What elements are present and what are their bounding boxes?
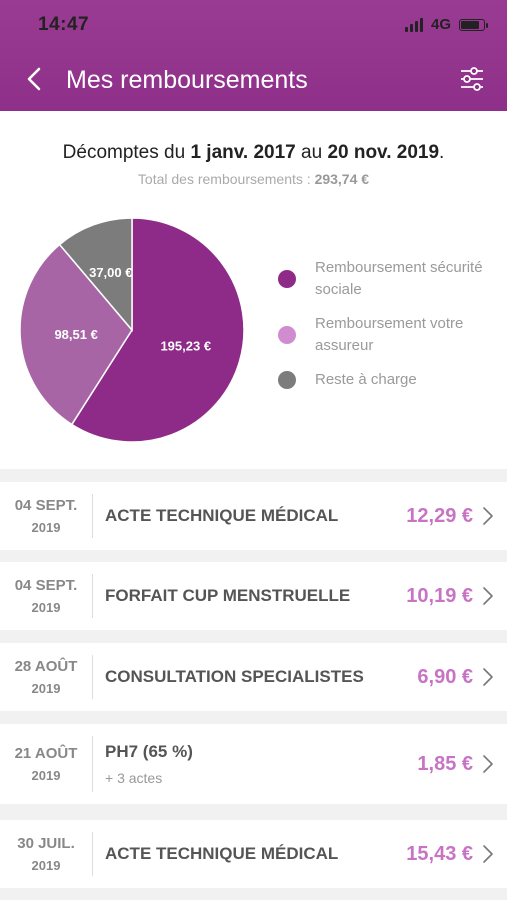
row-divider: [92, 494, 93, 538]
row-date: 04 SEPT. 2019: [0, 562, 92, 630]
filter-settings-icon[interactable]: [459, 66, 485, 92]
page-title: Mes remboursements: [66, 66, 308, 94]
row-date-year: 2019: [31, 600, 61, 615]
row-date-year: 2019: [31, 858, 61, 873]
row-amount: 15,43 €: [406, 842, 473, 865]
legend-dot-icon: [278, 270, 296, 288]
table-row[interactable]: 28 AOÛT 2019 CONSULTATION SPECIALISTES 6,90…: [0, 643, 507, 711]
row-title: ACTE TECHNIQUE MÉDICAL: [105, 844, 339, 863]
table-row[interactable]: 30 JUIL. 2019 ACTE TECHNIQUE MÉDICAL 15,43 …: [0, 820, 507, 888]
row-amount: 1,85 €: [417, 752, 473, 775]
row-date-day: 21 AOÛT: [14, 745, 78, 762]
chevron-right-icon: [483, 755, 493, 773]
chevron-right-icon: [483, 587, 493, 605]
row-date: 04 SEPT. 2019: [0, 482, 92, 550]
row-subtitle: + 3 actes: [105, 770, 163, 786]
row-date-day: 04 SEPT.: [14, 577, 78, 594]
legend-item: Reste à charge: [278, 369, 493, 391]
row-divider: [92, 736, 93, 792]
row-title: CONSULTATION SPECIALISTES: [105, 667, 364, 686]
legend-dot-icon: [278, 326, 296, 344]
table-row[interactable]: 21 AOÛT 2019 PH7 (65 %) + 3 actes 1,85 €: [0, 724, 507, 804]
row-date-day: 30 JUIL.: [17, 835, 75, 852]
chevron-right-icon: [483, 507, 493, 525]
legend-item: Remboursement sécurité sociale: [278, 257, 493, 301]
chart-legend: Remboursement sécurité sociale Remboursem…: [278, 257, 493, 403]
row-label: PH7 (65 %) + 3 actes: [105, 724, 193, 804]
row-date-day: 04 SEPT.: [14, 497, 78, 514]
legend-label: Remboursement sécurité sociale: [315, 259, 483, 298]
row-date-year: 2019: [31, 681, 61, 696]
legend-label: Reste à charge: [315, 371, 417, 388]
row-title: ACTE TECHNIQUE MÉDICAL: [105, 506, 339, 525]
pie-slice-label: 195,23 €: [160, 339, 211, 354]
total-reimbursements: Total des remboursements : 293,74 €: [0, 171, 507, 187]
app-header: 14:47 4G Mes remboursements: [0, 0, 507, 111]
total-value: 293,74 €: [314, 171, 370, 187]
row-title: PH7 (65 %): [105, 742, 193, 761]
table-row[interactable]: 04 SEPT. 2019 ACTE TECHNIQUE MÉDICAL 12,29 …: [0, 482, 507, 550]
pie-slice-2: [58, 217, 133, 333]
period-suffix: .: [439, 142, 445, 163]
period-middle: au: [295, 142, 328, 163]
chevron-right-icon: [483, 668, 493, 686]
pie-slice-label: 98,51 €: [54, 327, 97, 342]
row-date: 28 AOÛT 2019: [0, 643, 92, 711]
row-date-year: 2019: [31, 768, 61, 783]
pie-slice-1: [19, 243, 133, 426]
legend-label: Remboursement votre assureur: [315, 315, 464, 354]
table-row[interactable]: 04 SEPT. 2019 FORFAIT CUP MENSTRUELLE 10,19…: [0, 562, 507, 630]
row-divider: [92, 832, 93, 876]
row-label: ACTE TECHNIQUE MÉDICAL: [105, 482, 338, 550]
signal-icon: [404, 17, 423, 32]
period-prefix: Décomptes du: [62, 142, 191, 163]
back-arrow-icon[interactable]: [24, 66, 46, 92]
pie-slice-label: 37,00 €: [89, 265, 132, 280]
row-date-day: 28 AOÛT: [14, 658, 78, 675]
battery-icon: [459, 18, 488, 31]
row-label: ACTE TECHNIQUE MÉDICAL: [105, 820, 338, 888]
row-date: 21 AOÛT 2019: [0, 724, 92, 804]
row-label: CONSULTATION SPECIALISTES: [105, 643, 364, 711]
row-label: FORFAIT CUP MENSTRUELLE: [105, 562, 350, 630]
summary-panel: Décomptes du 1 janv. 2017 au 20 nov. 201…: [0, 111, 507, 469]
row-divider: [92, 655, 93, 699]
row-amount: 6,90 €: [417, 665, 473, 688]
row-amount: 12,29 €: [406, 504, 473, 527]
network-type: 4G: [430, 16, 451, 33]
pie-chart: 195,23 € 98,51 € 37,00 €: [19, 217, 245, 443]
row-amount: 10,19 €: [406, 584, 473, 607]
row-title: FORFAIT CUP MENSTRUELLE: [105, 586, 351, 605]
status-time: 14:47: [38, 14, 90, 35]
legend-dot-icon: [278, 371, 296, 389]
period-end: 20 nov. 2019: [327, 142, 440, 163]
pie-slice-0: [70, 217, 245, 443]
row-date: 30 JUIL. 2019: [0, 820, 92, 888]
chevron-right-icon: [483, 845, 493, 863]
status-indicators: 4G: [404, 16, 488, 33]
period-text: Décomptes du 1 janv. 2017 au 20 nov. 201…: [0, 142, 507, 164]
legend-item: Remboursement votre assureur: [278, 313, 493, 357]
row-divider: [92, 574, 93, 618]
period-start: 1 janv. 2017: [190, 142, 296, 163]
total-label: Total des remboursements :: [137, 171, 315, 187]
row-date-year: 2019: [31, 520, 61, 535]
